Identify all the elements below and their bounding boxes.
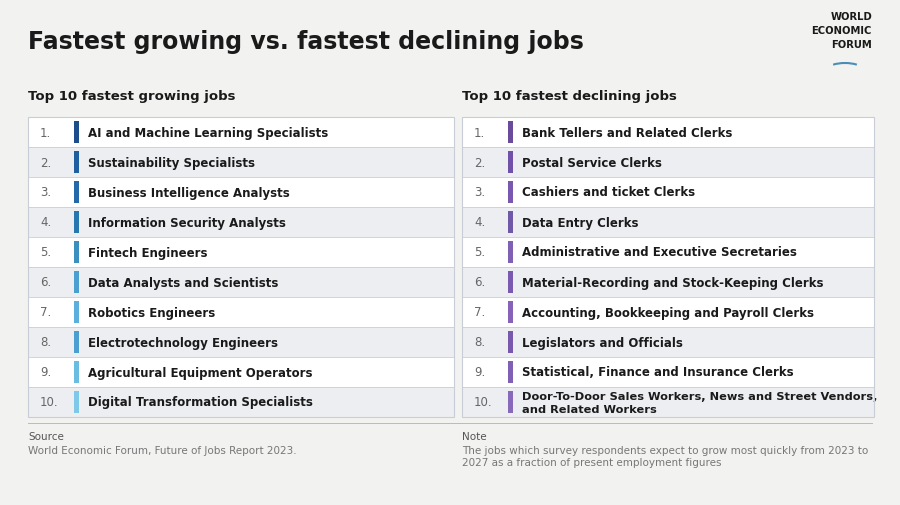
Text: 4.: 4. — [40, 216, 51, 229]
Text: Agricultural Equipment Operators: Agricultural Equipment Operators — [88, 366, 312, 379]
Text: Source: Source — [28, 431, 64, 441]
FancyBboxPatch shape — [74, 241, 79, 264]
FancyBboxPatch shape — [462, 208, 874, 237]
Text: 5.: 5. — [40, 246, 51, 259]
FancyBboxPatch shape — [508, 391, 513, 413]
FancyBboxPatch shape — [28, 297, 454, 327]
FancyBboxPatch shape — [462, 387, 874, 417]
FancyBboxPatch shape — [508, 182, 513, 204]
Text: Door-To-Door Sales Workers, News and Street Vendors,: Door-To-Door Sales Workers, News and Str… — [522, 391, 878, 401]
Text: Legislators and Officials: Legislators and Officials — [522, 336, 683, 349]
FancyBboxPatch shape — [508, 301, 513, 323]
Text: 1.: 1. — [474, 126, 485, 139]
FancyBboxPatch shape — [508, 361, 513, 383]
FancyBboxPatch shape — [508, 152, 513, 174]
FancyBboxPatch shape — [74, 212, 79, 233]
Text: 10.: 10. — [40, 396, 58, 409]
FancyBboxPatch shape — [28, 178, 454, 208]
Text: 8.: 8. — [474, 336, 485, 349]
Text: Top 10 fastest declining jobs: Top 10 fastest declining jobs — [462, 90, 677, 103]
Text: Note: Note — [462, 431, 487, 441]
FancyBboxPatch shape — [462, 147, 874, 178]
FancyBboxPatch shape — [28, 358, 454, 387]
Text: Digital Transformation Specialists: Digital Transformation Specialists — [88, 396, 313, 409]
Text: Material-Recording and Stock-Keeping Clerks: Material-Recording and Stock-Keeping Cle… — [522, 276, 824, 289]
Text: 10.: 10. — [474, 396, 492, 409]
FancyBboxPatch shape — [462, 237, 874, 268]
FancyBboxPatch shape — [462, 178, 874, 208]
Text: 9.: 9. — [40, 366, 51, 379]
Text: The jobs which survey respondents expect to grow most quickly from 2023 to
2027 : The jobs which survey respondents expect… — [462, 445, 868, 467]
FancyBboxPatch shape — [74, 301, 79, 323]
FancyBboxPatch shape — [462, 327, 874, 358]
Text: AI and Machine Learning Specialists: AI and Machine Learning Specialists — [88, 126, 328, 139]
Text: Cashiers and ticket Clerks: Cashiers and ticket Clerks — [522, 186, 695, 199]
Text: Bank Tellers and Related Clerks: Bank Tellers and Related Clerks — [522, 126, 733, 139]
Text: 2.: 2. — [474, 156, 485, 169]
FancyBboxPatch shape — [28, 268, 454, 297]
FancyBboxPatch shape — [28, 118, 454, 147]
FancyBboxPatch shape — [508, 241, 513, 264]
Text: 4.: 4. — [474, 216, 485, 229]
Text: Postal Service Clerks: Postal Service Clerks — [522, 156, 662, 169]
Text: Accounting, Bookkeeping and Payroll Clerks: Accounting, Bookkeeping and Payroll Cler… — [522, 306, 814, 319]
Text: 3.: 3. — [40, 186, 51, 199]
FancyBboxPatch shape — [74, 361, 79, 383]
Text: Fintech Engineers: Fintech Engineers — [88, 246, 208, 259]
Text: Robotics Engineers: Robotics Engineers — [88, 306, 215, 319]
Text: Business Intelligence Analysts: Business Intelligence Analysts — [88, 186, 290, 199]
Text: 6.: 6. — [474, 276, 485, 289]
Text: Data Analysts and Scientists: Data Analysts and Scientists — [88, 276, 278, 289]
FancyBboxPatch shape — [28, 208, 454, 237]
FancyBboxPatch shape — [508, 212, 513, 233]
FancyBboxPatch shape — [508, 122, 513, 144]
FancyBboxPatch shape — [74, 331, 79, 354]
FancyBboxPatch shape — [74, 182, 79, 204]
Text: WORLD
ECONOMIC
FORUM: WORLD ECONOMIC FORUM — [812, 12, 872, 50]
Text: 7.: 7. — [474, 306, 485, 319]
Text: Electrotechnology Engineers: Electrotechnology Engineers — [88, 336, 278, 349]
Text: Statistical, Finance and Insurance Clerks: Statistical, Finance and Insurance Clerk… — [522, 366, 794, 379]
Text: 8.: 8. — [40, 336, 51, 349]
Text: 1.: 1. — [40, 126, 51, 139]
FancyBboxPatch shape — [462, 297, 874, 327]
Text: Data Entry Clerks: Data Entry Clerks — [522, 216, 638, 229]
FancyBboxPatch shape — [462, 268, 874, 297]
Text: Top 10 fastest growing jobs: Top 10 fastest growing jobs — [28, 90, 236, 103]
FancyBboxPatch shape — [74, 152, 79, 174]
FancyBboxPatch shape — [28, 147, 454, 178]
Text: 5.: 5. — [474, 246, 485, 259]
Text: Fastest growing vs. fastest declining jobs: Fastest growing vs. fastest declining jo… — [28, 30, 584, 54]
Text: Information Security Analysts: Information Security Analysts — [88, 216, 286, 229]
FancyBboxPatch shape — [508, 331, 513, 354]
Text: and Related Workers: and Related Workers — [522, 404, 657, 414]
FancyBboxPatch shape — [462, 358, 874, 387]
Text: 6.: 6. — [40, 276, 51, 289]
FancyBboxPatch shape — [28, 387, 454, 417]
FancyBboxPatch shape — [28, 327, 454, 358]
Text: Administrative and Executive Secretaries: Administrative and Executive Secretaries — [522, 246, 796, 259]
FancyBboxPatch shape — [74, 122, 79, 144]
Text: 2.: 2. — [40, 156, 51, 169]
FancyBboxPatch shape — [508, 272, 513, 293]
FancyBboxPatch shape — [462, 118, 874, 147]
FancyBboxPatch shape — [74, 391, 79, 413]
FancyBboxPatch shape — [74, 272, 79, 293]
Text: Sustainability Specialists: Sustainability Specialists — [88, 156, 255, 169]
FancyBboxPatch shape — [28, 237, 454, 268]
Text: 3.: 3. — [474, 186, 485, 199]
Text: World Economic Forum, Future of Jobs Report 2023.: World Economic Forum, Future of Jobs Rep… — [28, 445, 297, 455]
Text: 9.: 9. — [474, 366, 485, 379]
Text: 7.: 7. — [40, 306, 51, 319]
